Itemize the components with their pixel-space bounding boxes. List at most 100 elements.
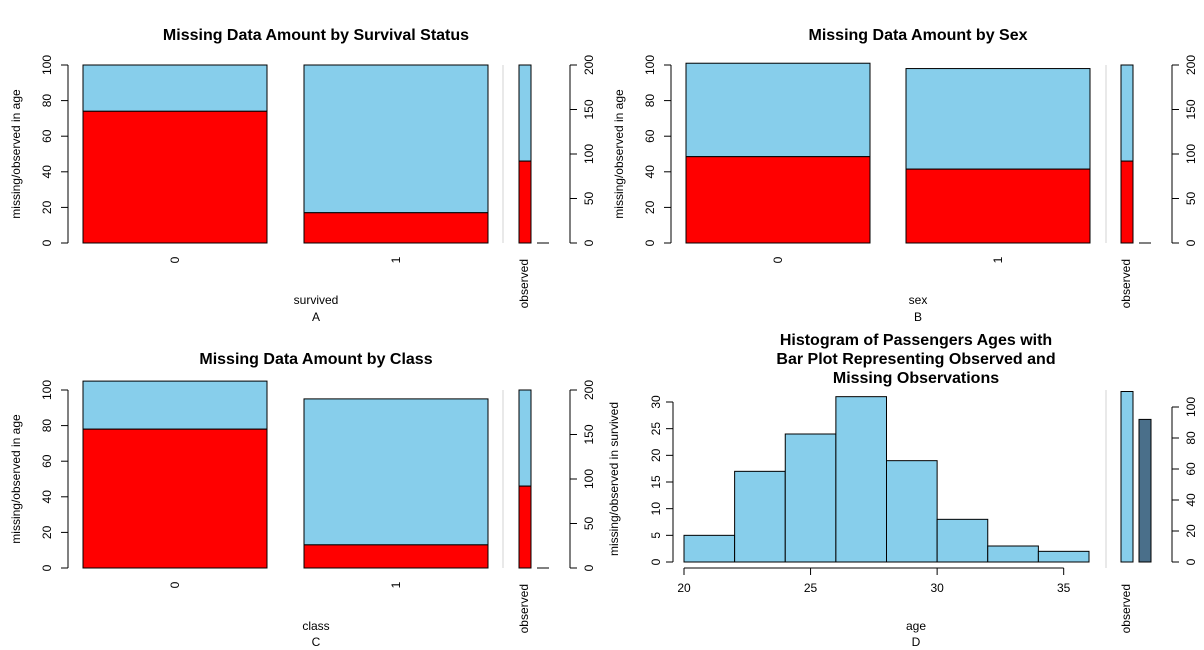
x-axis-label: survived bbox=[294, 293, 339, 307]
chart-title: Missing Data Amount by Survival Status bbox=[163, 27, 469, 44]
y-tick-label: 100 bbox=[643, 55, 657, 75]
side-y-tick-label: 150 bbox=[1184, 99, 1198, 119]
side-y-tick-label: 100 bbox=[1184, 144, 1198, 164]
hist-bar-28-30 bbox=[886, 460, 938, 563]
y-tick-label: 40 bbox=[643, 165, 657, 179]
panel-letter: A bbox=[312, 310, 320, 324]
y-tick-label: 0 bbox=[643, 239, 657, 246]
panel-letter: C bbox=[312, 635, 321, 649]
y-tick-label: 80 bbox=[40, 419, 54, 433]
y-tick-label: 25 bbox=[649, 422, 663, 436]
panel-letter: D bbox=[912, 635, 921, 649]
chart-title-line: Histogram of Passengers Ages with bbox=[780, 332, 1052, 349]
bar-observed-0 bbox=[685, 62, 871, 158]
side-bar-observed bbox=[518, 389, 532, 487]
panel-D: Histogram of Passengers Ages with Bar Plo… bbox=[649, 332, 1198, 649]
chart-title-line: Missing Observations bbox=[833, 370, 999, 387]
chart-title-line: Bar Plot Representing Observed and bbox=[776, 351, 1055, 368]
x-tick-label: 35 bbox=[1057, 581, 1071, 595]
side-y-tick-label: 50 bbox=[582, 517, 596, 531]
y-tick-label: 80 bbox=[643, 94, 657, 108]
side-y-tick-label: 0 bbox=[1184, 558, 1198, 565]
side-y-tick-label: 200 bbox=[1184, 55, 1198, 75]
x-tick-label: 20 bbox=[677, 581, 691, 595]
x-tick-label: 25 bbox=[804, 581, 818, 595]
hist-bar-32-34 bbox=[987, 545, 1039, 563]
y-tick-label: 20 bbox=[649, 448, 663, 462]
x-axis-label: sex bbox=[909, 293, 928, 307]
y-tick-label: 100 bbox=[40, 55, 54, 75]
side-y-tick-label: 0 bbox=[582, 564, 596, 571]
y-tick-label: 60 bbox=[643, 129, 657, 143]
x-axis-label: class bbox=[302, 619, 329, 633]
side-bar-missing bbox=[1120, 160, 1134, 244]
y-tick-label: 80 bbox=[40, 94, 54, 108]
side-y-tick-label: 0 bbox=[1184, 239, 1198, 246]
y-tick-label: 0 bbox=[40, 564, 54, 571]
bar-observed-0 bbox=[82, 380, 268, 430]
y-tick-label: 40 bbox=[40, 490, 54, 504]
x-tick-label: 30 bbox=[930, 581, 944, 595]
bar-observed-1 bbox=[303, 64, 489, 214]
side-y-tick-label: 40 bbox=[1184, 493, 1198, 507]
y-tick-label: 0 bbox=[649, 558, 663, 565]
side-y-axis-label: missing/observed in survived bbox=[607, 402, 621, 556]
side-bar-missing bbox=[1138, 418, 1152, 563]
x-category-label: 0 bbox=[168, 581, 182, 588]
bar-observed-1 bbox=[303, 398, 489, 546]
hist-bar-26-28 bbox=[835, 396, 887, 563]
side-y-tick-label: 100 bbox=[582, 469, 596, 489]
y-tick-label: 60 bbox=[40, 129, 54, 143]
bar-missing-0 bbox=[82, 110, 268, 244]
bar-missing-0 bbox=[82, 428, 268, 569]
y-tick-label: 60 bbox=[40, 454, 54, 468]
side-bar-observed bbox=[1120, 391, 1134, 563]
chart-title: Missing Data Amount by Class bbox=[199, 351, 432, 368]
hist-bar-30-32 bbox=[936, 518, 989, 563]
side-y-tick-label: 150 bbox=[582, 99, 596, 119]
y-tick-label: 5 bbox=[649, 532, 663, 539]
side-y-tick-label: 60 bbox=[1184, 462, 1198, 476]
y-tick-label: 30 bbox=[649, 395, 663, 409]
side-bar-label: observed bbox=[1119, 584, 1133, 633]
bar-missing-1 bbox=[303, 544, 489, 569]
x-category-label: 1 bbox=[389, 581, 403, 588]
side-y-tick-label: 150 bbox=[582, 424, 596, 444]
x-category-label: 0 bbox=[771, 256, 785, 263]
chart-title: Missing Data Amount by Sex bbox=[809, 27, 1028, 44]
hist-bar-34-36 bbox=[1037, 550, 1090, 563]
side-y-tick-label: 200 bbox=[582, 55, 596, 75]
x-axis-label: age bbox=[906, 619, 926, 633]
side-y-tick-label: 100 bbox=[582, 144, 596, 164]
panel-letter: B bbox=[914, 310, 922, 324]
y-tick-label: 0 bbox=[40, 239, 54, 246]
bar-observed-1 bbox=[905, 68, 1091, 170]
y-tick-label: 20 bbox=[40, 200, 54, 214]
y-axis-label: missing/observed in age bbox=[9, 414, 23, 544]
side-bar-missing bbox=[518, 485, 532, 569]
hist-bar-22-24 bbox=[734, 470, 786, 563]
side-y-tick-label: 20 bbox=[1184, 524, 1198, 538]
side-y-tick-label: 100 bbox=[1184, 397, 1198, 417]
side-bar-label: observed bbox=[517, 259, 531, 308]
x-category-label: 1 bbox=[389, 256, 403, 263]
side-bar-missing bbox=[518, 160, 532, 244]
panel-A: Missing Data Amount by Survival Status 0 1… bbox=[9, 27, 596, 324]
y-tick-label: 20 bbox=[643, 200, 657, 214]
y-tick-label: 10 bbox=[649, 502, 663, 516]
y-tick-label: 15 bbox=[649, 475, 663, 489]
x-category-label: 1 bbox=[991, 256, 1005, 263]
bar-missing-0 bbox=[685, 156, 871, 244]
side-bar-label: observed bbox=[1119, 259, 1133, 308]
x-category-label: 0 bbox=[168, 256, 182, 263]
y-tick-label: 40 bbox=[40, 165, 54, 179]
y-tick-label: 20 bbox=[40, 525, 54, 539]
hist-bar-24-26 bbox=[784, 433, 837, 563]
bar-observed-0 bbox=[82, 64, 268, 112]
side-y-tick-label: 0 bbox=[582, 239, 596, 246]
side-bar-observed bbox=[518, 64, 532, 162]
y-tick-label: 100 bbox=[40, 380, 54, 400]
